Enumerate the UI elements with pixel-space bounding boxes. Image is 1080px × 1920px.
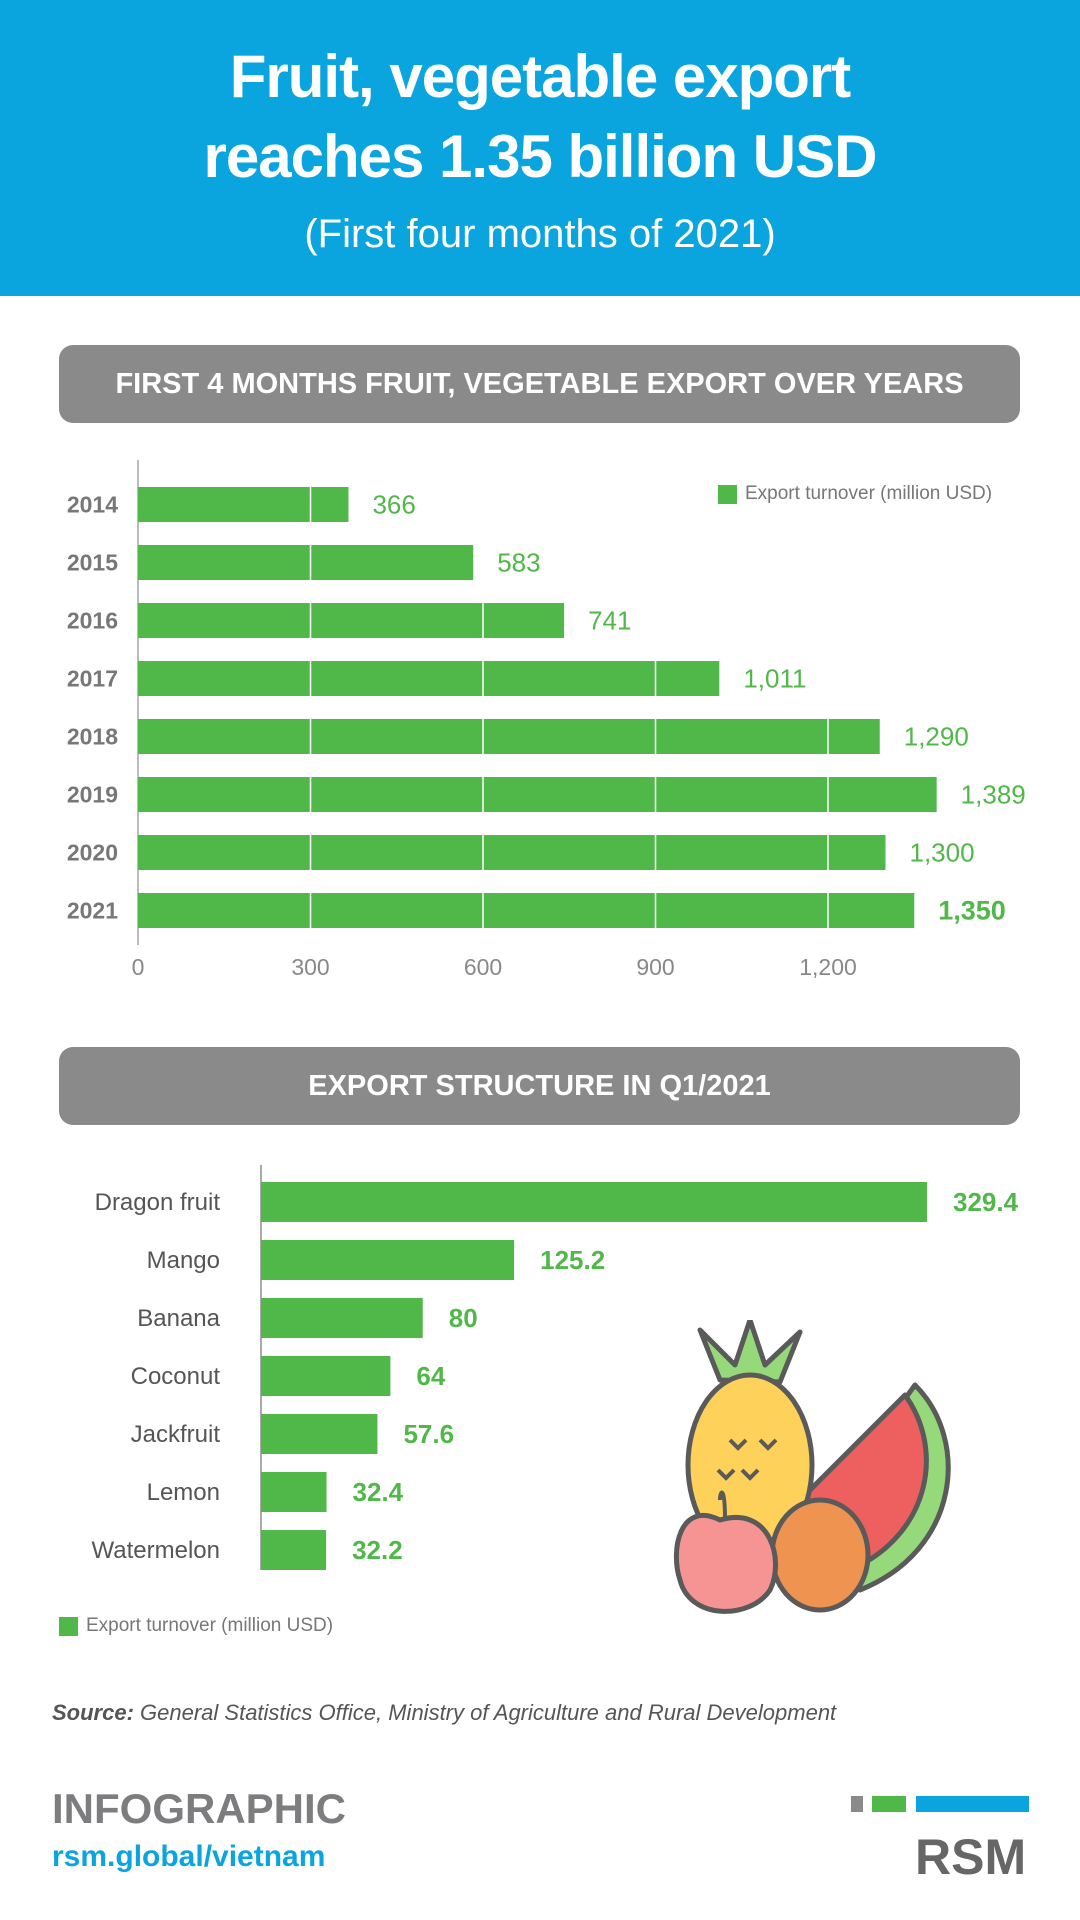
x-tick-label: 0 (132, 954, 145, 980)
section-title-years: FIRST 4 MONTHS FRUIT, VEGETABLE EXPORT O… (59, 345, 1020, 423)
category-label: 2019 (67, 782, 118, 808)
value-label: 64 (416, 1361, 445, 1391)
title-line-1: Fruit, vegetable export (229, 43, 851, 110)
bar (138, 777, 937, 812)
category-label: Mango (147, 1247, 220, 1274)
value-label: 366 (372, 490, 415, 520)
category-label: 2021 (67, 898, 118, 924)
legend-label: Export turnover (million USD) (745, 483, 993, 504)
value-label: 741 (588, 606, 631, 636)
value-label: 32.4 (353, 1477, 404, 1507)
category-label: Dragon fruit (95, 1189, 221, 1216)
bar (261, 1240, 515, 1280)
legend-chart2: Export turnover (million USD) (59, 1615, 333, 1637)
source-note: Source: General Statistics Office, Minis… (52, 1700, 836, 1726)
header-banner: Fruit, vegetable export reaches 1.35 bil… (0, 0, 1080, 296)
bar (261, 1298, 423, 1338)
rsm-logo-text: RSM (915, 1829, 1027, 1885)
bar (261, 1182, 927, 1222)
bar (261, 1530, 327, 1570)
infographic-label: INFOGRAPHIC (52, 1785, 346, 1832)
legend-swatch (59, 1616, 78, 1636)
section-title-structure: EXPORT STRUCTURE IN Q1/2021 (59, 1047, 1020, 1125)
value-label: 125.2 (540, 1245, 605, 1275)
subtitle: (First four months of 2021) (304, 212, 776, 256)
value-label: 32.2 (352, 1535, 403, 1565)
legend-swatch (718, 484, 737, 504)
value-label: 1,350 (938, 896, 1006, 926)
value-label: 1,290 (904, 722, 969, 752)
value-label: 80 (449, 1303, 478, 1333)
x-tick-label: 300 (291, 954, 329, 980)
bar (138, 661, 720, 696)
bar (138, 487, 349, 522)
category-label: 2018 (67, 724, 118, 750)
source-label: Source: (52, 1700, 134, 1725)
x-tick-label: 900 (636, 954, 674, 980)
category-label: Watermelon (92, 1537, 220, 1564)
title-line-2: reaches 1.35 billion USD (203, 123, 878, 190)
bar (138, 603, 565, 638)
value-label: 1,011 (743, 664, 806, 694)
x-tick-label: 600 (464, 954, 502, 980)
category-label: Banana (137, 1305, 220, 1332)
value-label: 1,300 (910, 838, 975, 868)
website-link[interactable]: rsm.global/vietnam (52, 1840, 326, 1873)
chart-export-over-years: 2014 366 2015 583 2016 741 2017 1,011 2018 1,290 2… (67, 460, 1026, 980)
category-label: 2017 (67, 666, 118, 692)
bar (138, 893, 915, 928)
category-label: 2020 (67, 840, 118, 866)
bar (138, 545, 474, 580)
value-label: 329.4 (953, 1187, 1019, 1217)
category-label: Coconut (131, 1363, 221, 1390)
value-label: 583 (497, 548, 540, 578)
bar (261, 1472, 327, 1512)
category-label: Lemon (147, 1479, 220, 1506)
source-text: General Statistics Office, Ministry of A… (133, 1700, 837, 1725)
bar (261, 1356, 391, 1396)
legend-label: Export turnover (million USD) (86, 1615, 334, 1636)
bar (138, 835, 886, 870)
chart-export-structure: Dragon fruit 329.4 Mango 125.2 Banana 80 Cocon… (92, 1165, 1019, 1570)
legend-chart1: Export turnover (million USD) (718, 483, 992, 505)
value-label: 57.6 (403, 1419, 454, 1449)
category-label: 2015 (67, 550, 118, 576)
category-label: Jackfruit (131, 1421, 221, 1448)
value-label: 1,389 (961, 780, 1026, 810)
bar (261, 1414, 378, 1454)
category-label: 2016 (67, 608, 118, 634)
bar (138, 719, 880, 754)
fruit-illustration (673, 1320, 951, 1614)
category-label: 2014 (67, 492, 118, 518)
x-tick-label: 1,200 (799, 954, 857, 980)
rsm-logo-bars (851, 1796, 1029, 1812)
